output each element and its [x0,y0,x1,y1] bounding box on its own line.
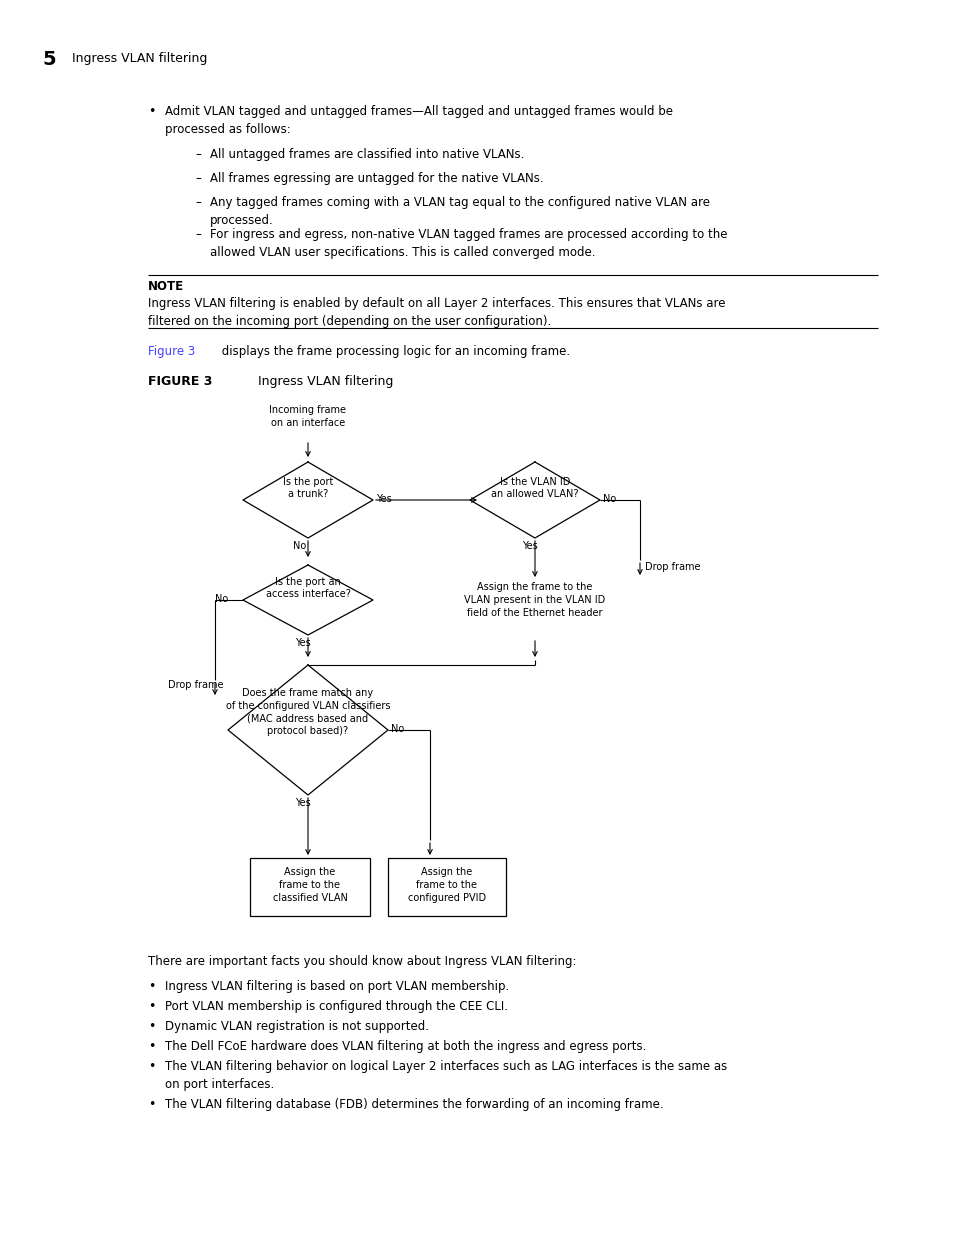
Text: Yes: Yes [294,798,311,808]
Text: Any tagged frames coming with a VLAN tag equal to the configured native VLAN are: Any tagged frames coming with a VLAN tag… [210,196,709,227]
Text: No: No [294,541,306,551]
Text: Figure 3: Figure 3 [148,345,195,358]
Text: No: No [214,594,228,604]
Text: 5: 5 [42,49,55,69]
Bar [388,858,505,916]
Text: Is the port
a trunk?: Is the port a trunk? [282,477,333,499]
Text: Ingress VLAN filtering is enabled by default on all Layer 2 interfaces. This ens: Ingress VLAN filtering is enabled by def… [148,296,724,329]
Text: Admit VLAN tagged and untagged frames—All tagged and untagged frames would be
pr: Admit VLAN tagged and untagged frames—Al… [165,105,672,136]
Text: •: • [148,1000,155,1013]
Text: •: • [148,1098,155,1112]
Text: There are important facts you should know about Ingress VLAN filtering:: There are important facts you should kno… [148,955,576,968]
Text: •: • [148,105,155,119]
Text: Assign the
frame to the
configured PVID: Assign the frame to the configured PVID [408,867,485,903]
Text: No: No [391,724,404,734]
Text: •: • [148,1060,155,1073]
Text: Incoming frame
on an interface: Incoming frame on an interface [269,405,346,427]
Text: –: – [194,228,201,241]
Text: NOTE: NOTE [148,280,184,293]
Text: FIGURE 3: FIGURE 3 [148,375,213,388]
Bar [250,858,370,916]
Text: Drop frame: Drop frame [168,680,223,690]
Text: •: • [148,1020,155,1032]
Text: –: – [194,148,201,161]
Text: Yes: Yes [521,541,537,551]
Text: •: • [148,1040,155,1053]
Text: For ingress and egress, non-native VLAN tagged frames are processed according to: For ingress and egress, non-native VLAN … [210,228,727,259]
Text: Ingress VLAN filtering is based on port VLAN membership.: Ingress VLAN filtering is based on port … [165,981,509,993]
Text: Dynamic VLAN registration is not supported.: Dynamic VLAN registration is not support… [165,1020,429,1032]
Text: Ingress VLAN filtering: Ingress VLAN filtering [71,52,207,65]
Text: Drop frame: Drop frame [644,562,700,572]
Text: No: No [602,494,616,504]
Text: Does the frame match any
of the configured VLAN classifiers
(MAC address based a: Does the frame match any of the configur… [226,688,390,736]
Text: –: – [194,196,201,209]
Text: Ingress VLAN filtering: Ingress VLAN filtering [257,375,393,388]
Text: All frames egressing are untagged for the native VLANs.: All frames egressing are untagged for th… [210,172,543,185]
Text: Port VLAN membership is configured through the CEE CLI.: Port VLAN membership is configured throu… [165,1000,507,1013]
Text: All untagged frames are classified into native VLANs.: All untagged frames are classified into … [210,148,524,161]
Text: displays the frame processing logic for an incoming frame.: displays the frame processing logic for … [218,345,570,358]
Text: The VLAN filtering behavior on logical Layer 2 interfaces such as LAG interfaces: The VLAN filtering behavior on logical L… [165,1060,726,1091]
Text: Yes: Yes [294,638,311,648]
Text: Is the port an
access interface?: Is the port an access interface? [265,577,350,599]
Text: •: • [148,981,155,993]
Text: –: – [194,172,201,185]
Text: Assign the frame to the
VLAN present in the VLAN ID
field of the Ethernet header: Assign the frame to the VLAN present in … [464,582,605,618]
Text: The Dell FCoE hardware does VLAN filtering at both the ingress and egress ports.: The Dell FCoE hardware does VLAN filteri… [165,1040,646,1053]
Text: Assign the
frame to the
classified VLAN: Assign the frame to the classified VLAN [273,867,347,903]
Text: Is the VLAN ID
an allowed VLAN?: Is the VLAN ID an allowed VLAN? [491,477,578,499]
Text: The VLAN filtering database (FDB) determines the forwarding of an incoming frame: The VLAN filtering database (FDB) determ… [165,1098,663,1112]
Text: Yes: Yes [375,494,392,504]
